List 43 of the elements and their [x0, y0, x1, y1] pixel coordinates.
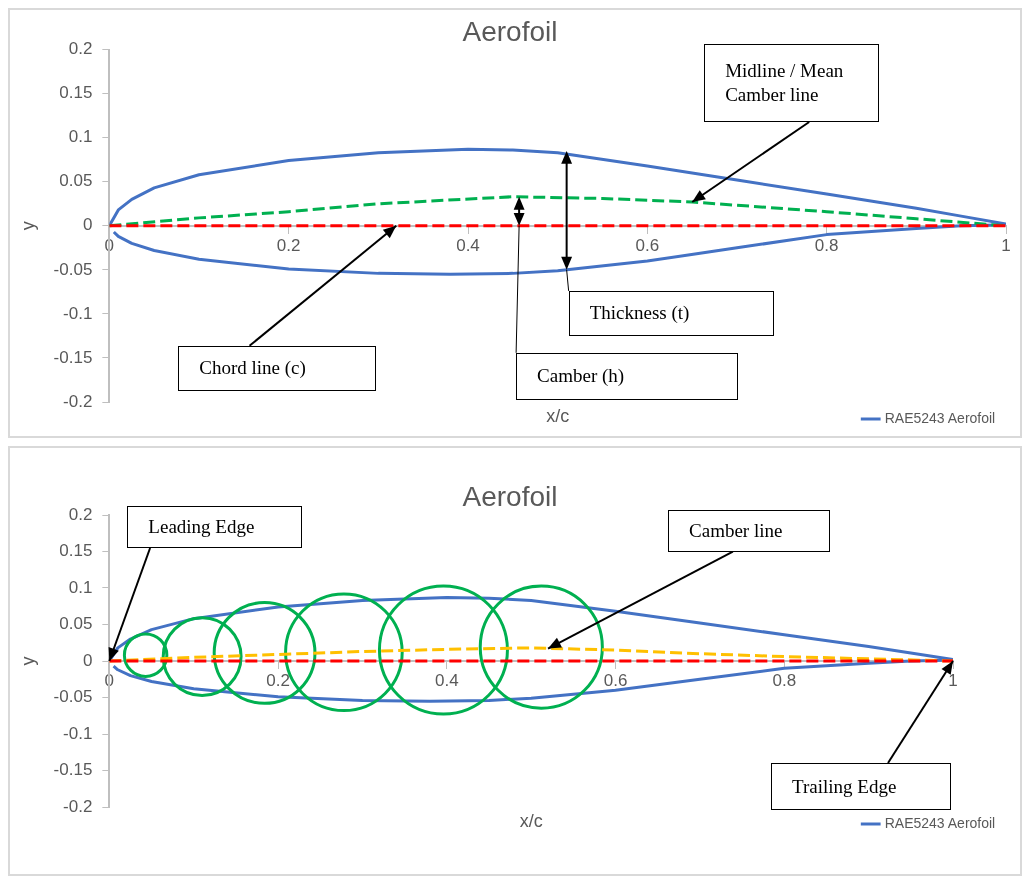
callout-box: Leading Edge	[127, 506, 303, 548]
y-tick-label: -0.1	[63, 303, 93, 323]
chart-title: Aerofoil	[462, 480, 558, 512]
x-tick-label: 0.8	[814, 235, 839, 255]
x-axis-title: x/c	[519, 810, 543, 831]
y-tick-label: 0	[82, 650, 93, 670]
x-tick-label: 0.2	[266, 670, 290, 690]
y-tick-label: 0.05	[59, 171, 93, 191]
x-tick-label: 1	[1001, 235, 1011, 255]
y-tick-label: 0.2	[68, 39, 93, 59]
y-tick-label: 0.1	[68, 127, 93, 147]
callout-box: Camber (h)	[516, 352, 739, 400]
y-tick-label: 0.15	[59, 541, 93, 561]
y-tick-label: 0.2	[68, 504, 93, 524]
y-tick-label: -0.05	[53, 687, 93, 707]
y-tick-label: 0.15	[59, 83, 93, 103]
x-tick-label: 0.2	[276, 235, 301, 255]
y-tick-label: 0	[82, 215, 93, 235]
y-tick-label: 0.1	[68, 577, 93, 597]
legend-label: RAE5243 Aerofoil	[884, 409, 996, 426]
y-tick-label: -0.1	[63, 723, 93, 743]
callout-box: Thickness (t)	[568, 290, 774, 336]
x-tick-label: 0.4	[456, 235, 480, 255]
callout-box: Midline / Mean Camber line	[704, 44, 880, 122]
chart-title: Aerofoil	[462, 15, 558, 47]
callout-box: Trailing Edge	[771, 763, 951, 810]
y-axis-title: y	[17, 656, 38, 666]
callout-box: Chord line (c)	[178, 345, 377, 391]
x-tick-label: 0.4	[434, 670, 459, 690]
y-tick-label: -0.15	[53, 760, 93, 780]
x-tick-label: 1	[948, 670, 958, 690]
legend-label: RAE5243 Aerofoil	[884, 814, 996, 831]
y-tick-label: 0.05	[59, 614, 93, 634]
x-tick-label: 0.6	[635, 235, 660, 255]
y-tick-label: -0.15	[53, 347, 93, 367]
x-tick-label: 0.6	[603, 670, 628, 690]
y-tick-label: -0.05	[53, 259, 93, 279]
y-tick-label: -0.2	[63, 391, 93, 411]
callout-box: Camber line	[668, 509, 831, 552]
y-axis-title: y	[17, 221, 38, 231]
x-axis-title: x/c	[546, 405, 570, 426]
x-tick-label: 0.8	[772, 670, 797, 690]
y-tick-label: -0.2	[63, 796, 93, 816]
